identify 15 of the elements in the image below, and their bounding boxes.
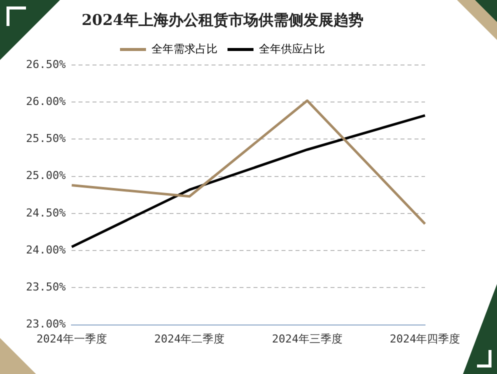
y-tick-label: 23.00% [26, 318, 66, 331]
y-tick-label: 25.50% [26, 132, 66, 146]
chart-title: 2024年上海办公租赁市场供需侧发展趋势 [82, 10, 364, 29]
y-tick-label: 25.00% [26, 169, 66, 182]
y-tick-label: 24.00% [26, 243, 66, 256]
x-tick-label: 2024年二季度 [154, 332, 225, 346]
y-tick-label: 26.00% [26, 94, 66, 108]
legend-label: 全年供应占比 [259, 42, 325, 56]
y-tick-label: 24.50% [26, 206, 66, 220]
x-tick-label: 2024年一季度 [36, 332, 107, 346]
legend-label: 全年需求占比 [152, 42, 218, 56]
x-tick-label: 2024年三季度 [272, 332, 342, 346]
y-tick-label: 26.50% [26, 58, 66, 71]
x-tick-label: 2024年四季度 [390, 332, 460, 346]
y-tick-label: 23.50% [26, 280, 66, 294]
